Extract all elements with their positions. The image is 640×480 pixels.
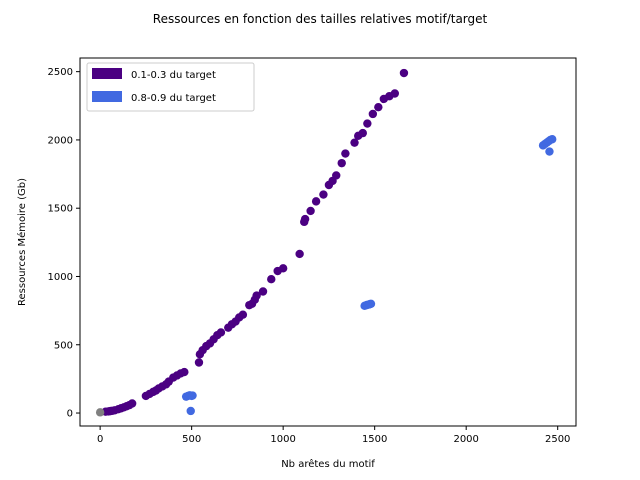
- data-point-series-0: [267, 275, 276, 284]
- data-point-series-0: [337, 158, 346, 168]
- data-point-series-0: [300, 214, 310, 224]
- data-point-series-0: [258, 287, 268, 296]
- data-point-series-1: [186, 406, 195, 416]
- legend-swatch-0: [92, 68, 122, 79]
- data-point-series-1: [188, 391, 197, 400]
- data-point-series-0: [358, 128, 367, 138]
- data-point-series-0: [216, 328, 226, 337]
- x-tick-label: 500: [182, 434, 201, 445]
- data-point-series-0: [368, 109, 378, 119]
- data-point-series-0: [180, 367, 189, 377]
- data-point-series-0: [332, 171, 341, 180]
- y-tick-label: 2500: [48, 67, 73, 78]
- data-point-series-0: [306, 206, 315, 216]
- data-point-series-0: [295, 249, 304, 259]
- y-tick-label: 0: [67, 409, 73, 420]
- y-tick-label: 500: [54, 340, 73, 351]
- data-point-series-0: [363, 119, 372, 128]
- data-points: [95, 68, 557, 417]
- plot-frame: [79, 57, 577, 427]
- x-axis-ticks: 0 500 1000 1500 2000 2500: [97, 426, 570, 445]
- x-tick-label: 1500: [362, 434, 387, 445]
- legend-frame: [86, 62, 255, 112]
- data-point-series-1: [548, 135, 557, 144]
- data-point-series-0: [399, 68, 409, 78]
- data-point-series-0: [350, 138, 359, 147]
- y-tick-label: 1000: [48, 272, 73, 283]
- legend: 0.1-0.3 du target 0.8-0.9 du target: [86, 62, 255, 112]
- data-point-series-0: [252, 291, 261, 300]
- x-tick-label: 1000: [270, 434, 295, 445]
- data-point-series-0: [194, 358, 204, 367]
- data-point-series-0: [311, 197, 321, 206]
- legend-label-1: 0.8-0.9 du target: [131, 93, 216, 104]
- data-point-series-0: [319, 190, 328, 199]
- data-point-series-0: [238, 310, 248, 319]
- y-tick-label: 2000: [48, 135, 73, 146]
- x-axis-label: Nb arêtes du motif: [281, 458, 375, 470]
- chart-title: Ressources en fonction des tailles relat…: [153, 12, 488, 26]
- x-tick-label: 0: [97, 434, 103, 445]
- data-point-series-1: [545, 147, 554, 156]
- x-tick-label: 2500: [545, 434, 570, 445]
- data-point-series-0: [341, 149, 350, 158]
- data-point-series-0: [390, 89, 400, 98]
- y-axis-label: Ressources Mémoire (Gb): [16, 178, 28, 306]
- data-point-series-1: [365, 299, 375, 309]
- y-axis-ticks: 0 500 1000 1500 2000 2500: [48, 67, 80, 420]
- legend-label-0: 0.1-0.3 du target: [131, 70, 216, 81]
- data-point-series-0: [278, 264, 288, 273]
- x-tick-label: 2000: [453, 434, 478, 445]
- y-tick-label: 1500: [48, 204, 73, 215]
- data-point-series-0: [374, 102, 383, 112]
- data-point-series-2: [95, 408, 105, 417]
- legend-swatch-1: [92, 91, 122, 102]
- data-point-series-0: [127, 399, 137, 408]
